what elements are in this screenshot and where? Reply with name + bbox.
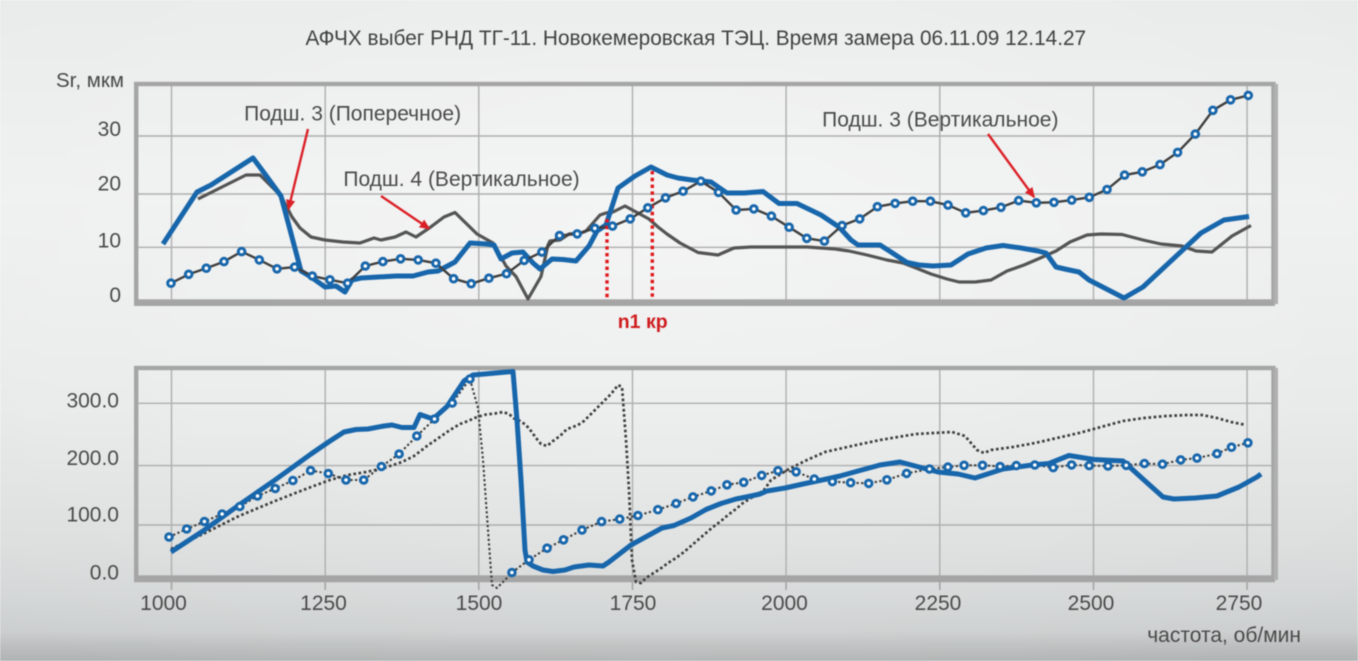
svg-text:Sr, мкм: Sr, мкм bbox=[56, 69, 124, 92]
svg-text:10: 10 bbox=[98, 230, 121, 253]
svg-text:n1 кр: n1 кр bbox=[618, 311, 668, 333]
svg-text:Подш. 4 (Вертикальное): Подш. 4 (Вертикальное) bbox=[343, 168, 579, 191]
svg-text:1000: 1000 bbox=[140, 592, 187, 615]
svg-text:2250: 2250 bbox=[915, 592, 962, 615]
svg-text:АФЧХ выбег РНД ТГ-11. Новокеме: АФЧХ выбег РНД ТГ-11. Новокемеровская ТЭ… bbox=[305, 27, 1086, 50]
svg-text:1500: 1500 bbox=[456, 592, 503, 615]
svg-text:частота, об/мин: частота, об/мин bbox=[1147, 624, 1301, 647]
svg-text:300.0: 300.0 bbox=[66, 390, 119, 413]
svg-text:1250: 1250 bbox=[300, 592, 347, 615]
svg-text:0: 0 bbox=[109, 284, 121, 307]
svg-text:20: 20 bbox=[98, 173, 121, 196]
svg-text:100.0: 100.0 bbox=[66, 504, 119, 527]
svg-text:2500: 2500 bbox=[1068, 592, 1115, 615]
svg-text:Подш. 3 (Вертикальное): Подш. 3 (Вертикальное) bbox=[822, 109, 1058, 132]
svg-text:Подш. 3 (Поперечное): Подш. 3 (Поперечное) bbox=[244, 103, 461, 126]
svg-text:2750: 2750 bbox=[1216, 592, 1263, 615]
svg-text:2000: 2000 bbox=[761, 592, 808, 615]
svg-text:0.0: 0.0 bbox=[90, 562, 119, 585]
svg-text:1750: 1750 bbox=[610, 592, 657, 615]
svg-text:200.0: 200.0 bbox=[66, 447, 119, 470]
svg-text:30: 30 bbox=[98, 118, 121, 141]
